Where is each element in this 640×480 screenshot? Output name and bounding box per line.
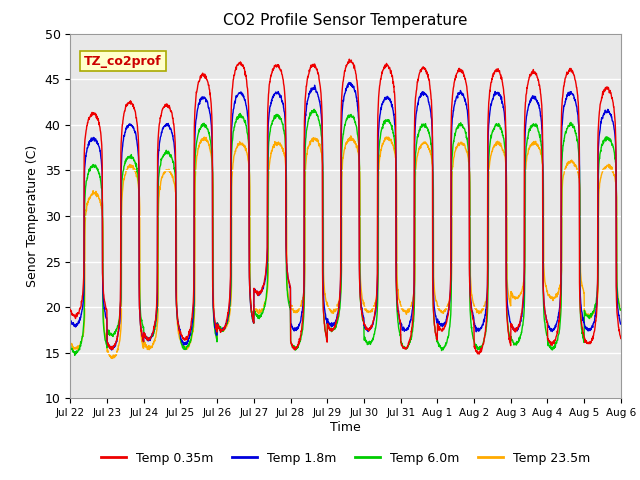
Temp 0.35m	[476, 351, 483, 357]
Line: Temp 1.8m: Temp 1.8m	[70, 83, 621, 350]
Temp 0.35m	[506, 340, 514, 346]
Y-axis label: Senor Temperature (C): Senor Temperature (C)	[26, 145, 39, 287]
Temp 6.0m	[220, 326, 228, 332]
Legend: Temp 0.35m, Temp 1.8m, Temp 6.0m, Temp 23.5m: Temp 0.35m, Temp 1.8m, Temp 6.0m, Temp 2…	[96, 446, 595, 469]
Temp 1.8m	[108, 347, 116, 353]
Temp 6.0m	[374, 287, 381, 293]
Line: Temp 23.5m: Temp 23.5m	[70, 136, 621, 359]
Temp 0.35m	[584, 340, 592, 346]
Temp 1.8m	[569, 92, 577, 97]
Temp 6.0m	[362, 339, 370, 345]
Line: Temp 0.35m: Temp 0.35m	[70, 59, 621, 354]
Temp 0.35m	[362, 323, 369, 329]
Temp 1.8m	[345, 80, 353, 85]
Temp 1.8m	[67, 318, 74, 324]
Temp 1.8m	[506, 319, 514, 324]
Temp 23.5m	[569, 158, 577, 164]
Temp 0.35m	[374, 132, 381, 138]
Temp 6.0m	[71, 352, 79, 358]
Temp 23.5m	[506, 300, 514, 306]
Temp 6.0m	[67, 343, 74, 349]
Title: CO2 Profile Sensor Temperature: CO2 Profile Sensor Temperature	[223, 13, 468, 28]
Temp 23.5m	[347, 133, 355, 139]
Temp 1.8m	[220, 324, 228, 330]
Temp 23.5m	[67, 339, 74, 345]
Text: TZ_co2prof: TZ_co2prof	[84, 55, 162, 68]
Temp 23.5m	[617, 307, 625, 313]
Temp 23.5m	[109, 356, 116, 361]
X-axis label: Time: Time	[330, 421, 361, 434]
Temp 0.35m	[220, 326, 228, 332]
Temp 23.5m	[220, 326, 228, 332]
Temp 0.35m	[617, 336, 625, 341]
Temp 1.8m	[584, 328, 592, 334]
Temp 6.0m	[617, 307, 625, 312]
Temp 6.0m	[584, 314, 592, 320]
Temp 1.8m	[617, 321, 625, 327]
Temp 0.35m	[346, 56, 353, 62]
Temp 6.0m	[506, 334, 514, 340]
Temp 6.0m	[310, 107, 318, 112]
Temp 1.8m	[362, 325, 370, 331]
Temp 23.5m	[374, 280, 381, 286]
Temp 6.0m	[569, 121, 577, 127]
Temp 0.35m	[569, 68, 577, 74]
Temp 0.35m	[67, 307, 74, 312]
Temp 23.5m	[584, 313, 592, 319]
Temp 23.5m	[362, 306, 370, 312]
Temp 1.8m	[374, 150, 381, 156]
Line: Temp 6.0m: Temp 6.0m	[70, 109, 621, 355]
